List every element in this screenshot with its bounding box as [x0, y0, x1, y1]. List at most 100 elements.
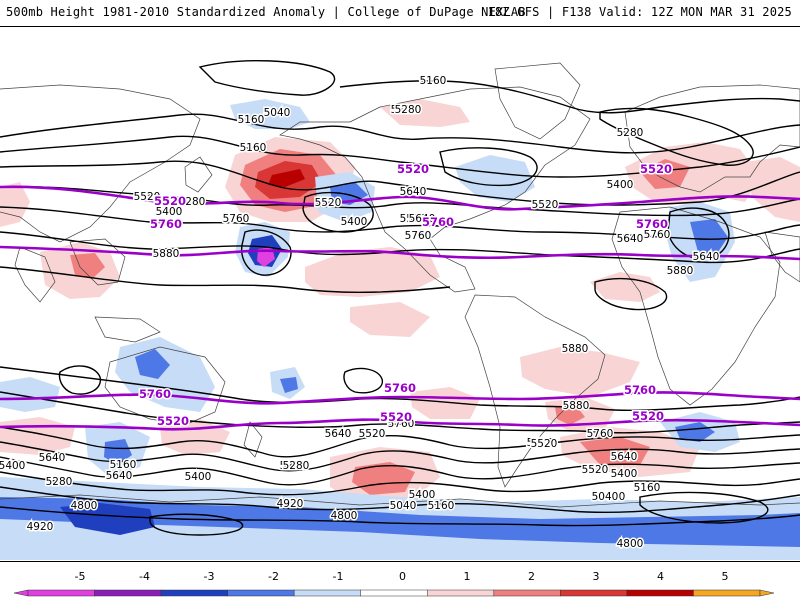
anomaly-blob — [745, 157, 800, 222]
height-contour-line — [149, 513, 244, 536]
anomaly-blob — [350, 302, 430, 337]
contour-label: 5760 — [405, 230, 432, 242]
colorbar-swatch — [493, 589, 561, 597]
colorbar-swatch — [94, 589, 162, 597]
height-contours — [0, 59, 800, 536]
height-contour-line — [0, 185, 800, 217]
contour-label: 5520 — [527, 437, 554, 449]
colorbar-swatch — [293, 589, 361, 597]
contour-label: 5640 — [325, 428, 352, 440]
height-contour-line — [0, 441, 800, 472]
highlight-contour-line — [0, 185, 800, 211]
contour-label: 5520 — [400, 213, 427, 225]
highlight-contour-label: 5520 — [154, 194, 186, 208]
highlight-contour-line — [0, 418, 800, 431]
contour-label: 5400 — [0, 460, 25, 472]
anomaly-blob — [230, 99, 310, 129]
colorbar-tick-label: -4 — [139, 570, 150, 583]
height-contour-line — [0, 266, 451, 294]
contour-label: 5400 — [156, 206, 183, 218]
contour-label: 5640 — [400, 186, 427, 198]
highlight-contour-label: 5520 — [640, 162, 672, 176]
anomaly-blob — [60, 503, 155, 535]
height-contour-line — [339, 80, 800, 114]
map-title: 500mb Height 1981-2010 Standardized Anom… — [6, 5, 526, 19]
colorbar-swatch — [160, 589, 228, 597]
contour-label: 5160 — [420, 75, 447, 87]
anomaly-blob — [520, 347, 640, 397]
contour-label: 5400 — [185, 471, 212, 483]
anomaly-blob — [580, 437, 650, 465]
anomaly-blob — [625, 142, 760, 205]
height-contour-line — [599, 107, 754, 166]
anomaly-blob — [555, 404, 585, 425]
colorbar-arrow-right — [759, 589, 775, 597]
colorbar-tick-label: 0 — [399, 570, 406, 583]
anomaly-blob — [0, 377, 60, 412]
highlight-contour-label: 5760 — [139, 387, 171, 401]
contour-label: 5160 — [110, 459, 137, 471]
contour-label: 5400 — [0, 460, 26, 472]
anomaly-blob — [675, 422, 715, 442]
contour-label: 5880 — [153, 248, 180, 260]
contour-label: 5640 — [617, 233, 644, 245]
colorbar-arrow-left — [13, 589, 29, 597]
contour-label: 5040 — [592, 491, 619, 503]
height-contour-line — [0, 426, 800, 458]
colorbar-ticks: -5 -4 -3 -2 -1 0 1 2 3 4 5 — [75, 570, 729, 583]
contour-label: 4800 — [617, 538, 644, 550]
colorbar-swatch — [227, 589, 295, 597]
contour-label: 5040 — [264, 107, 291, 119]
contour-label: 5760 — [644, 229, 671, 241]
contour-label: 5760 — [223, 213, 250, 225]
anomaly-blob — [690, 219, 728, 255]
anomaly-blob — [0, 497, 800, 547]
colorbar-tick-label: 5 — [722, 570, 729, 583]
height-contour-line — [439, 147, 538, 187]
height-contour-line — [0, 506, 800, 527]
contour-label: 5280 — [179, 196, 206, 208]
height-contour-line — [667, 207, 730, 260]
contour-label: 5520 — [134, 191, 161, 203]
height-contour-line — [58, 365, 102, 395]
height-contour-line — [241, 229, 292, 276]
contour-label: 5160 — [634, 482, 661, 494]
anomaly-map: 5160 5040 5280 5160 5280 5520 5400 5640 5760 5520… — [0, 26, 800, 562]
colorbar-tick-label: 4 — [657, 570, 664, 583]
highlight-contour-label: 5520 — [380, 410, 412, 424]
height-contour-line — [0, 366, 800, 412]
highlight-contour-line — [0, 245, 800, 261]
contour-label: 5400 — [607, 179, 634, 191]
contour-label: 5280 — [395, 104, 422, 116]
contour-label: 5520 — [582, 464, 609, 476]
highlight-contour-label: 5520 — [157, 414, 189, 428]
height-contour-line — [0, 160, 800, 206]
contour-label: 5520 — [531, 438, 558, 450]
model-run-info: 18Z GFS | F138 Valid: 12Z MON MAR 31 202… — [487, 5, 792, 19]
anomaly-blob — [0, 182, 30, 227]
contour-label: 5280 — [46, 476, 73, 488]
highlight-contour-label: 5760 — [422, 215, 454, 229]
colorbar-swatches — [13, 589, 775, 597]
contour-label: 5520 — [315, 197, 342, 209]
anomaly-blob — [268, 169, 305, 187]
colorbar-swatch — [560, 589, 628, 597]
height-contour-line — [198, 59, 336, 96]
highlight-contour-label: 5760 — [384, 381, 416, 395]
height-contour-line — [302, 191, 374, 233]
colorbar-tick-label: 1 — [464, 570, 471, 583]
height-contour-line — [343, 367, 384, 394]
contour-label: 5160 — [240, 142, 267, 154]
contour-label: 5280 — [280, 460, 307, 472]
contour-label: 5880 — [667, 265, 694, 277]
contour-label: 5880 — [562, 343, 589, 355]
contour-label: 5520 — [532, 199, 559, 211]
highlight-contours — [0, 185, 800, 431]
contour-label: 5520 — [359, 428, 386, 440]
colorbar-tick-label: -1 — [333, 570, 344, 583]
highlight-contour-label: 5760 — [624, 383, 656, 397]
contour-label: 5040 — [390, 500, 417, 512]
contour-label: 5640 — [693, 251, 720, 263]
